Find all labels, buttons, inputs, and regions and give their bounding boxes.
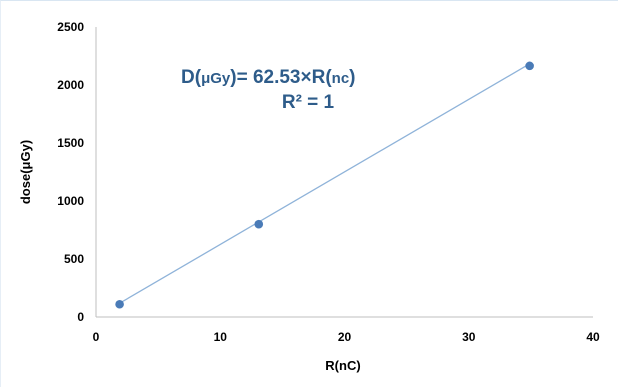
trendline [119,63,530,304]
equation-unit-charge: nc [332,70,350,87]
regression-equation: D(μGy)= 62.53×R(nc) [181,67,356,88]
x-axis-title: R(nC) [325,358,360,373]
y-axis-title: dose(μGy) [18,140,33,204]
equation-unit-dose: μGy [201,70,231,87]
y-tick-label: 2500 [57,20,84,34]
x-tick-label: 30 [462,330,476,344]
equation-middle: )= 62.53×R( [230,67,332,88]
y-tick-labels: 0 500 1000 1500 2000 2500 [57,20,84,324]
r-squared-label: R² = 1 [282,92,335,113]
y-tick-label: 1000 [57,194,84,208]
y-tick-label: 2000 [57,78,84,92]
trendline-group [119,63,530,304]
data-point [254,219,264,229]
x-tick-label: 40 [586,330,600,344]
y-tick-label: 1500 [57,136,84,150]
axes [95,27,593,318]
x-tick-label: 0 [93,330,100,344]
data-points [115,61,534,309]
x-tick-labels: 0 10 20 30 40 [93,330,600,344]
data-point [115,299,124,309]
equation-prefix: D( [181,67,202,88]
x-tick-label: 20 [338,330,352,344]
data-point [525,61,534,71]
equation-suffix: ) [349,67,355,88]
x-tick-label: 10 [214,330,228,344]
y-tick-label: 500 [64,252,84,266]
y-tick-label: 0 [77,310,84,324]
